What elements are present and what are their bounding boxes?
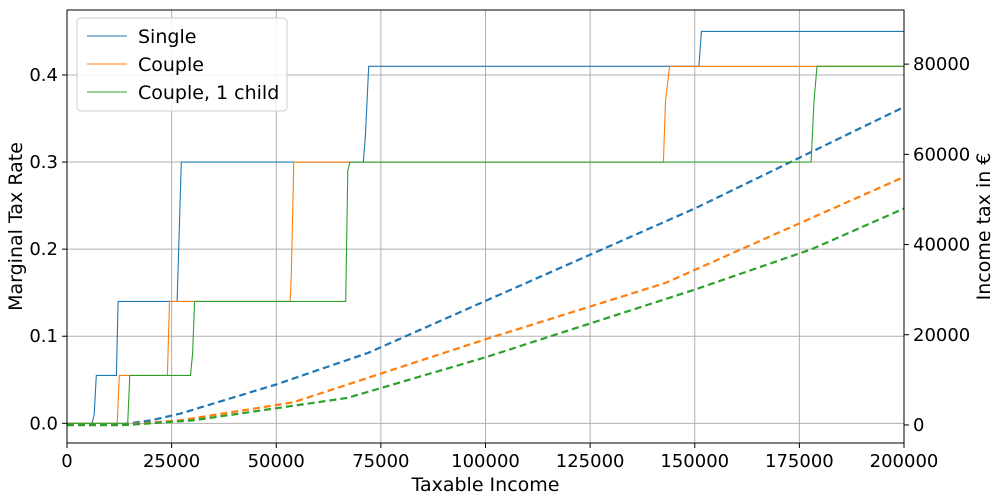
y-right-tick-label: 0 [913,415,924,436]
x-tick-label: 50000 [248,451,305,472]
marginal-rate-line-single [67,30,904,424]
y-left-tick-label: 0.3 [29,152,58,173]
legend-label: Couple [138,54,204,76]
y-right-tick-label: 80000 [913,54,970,75]
y-axis-right-label: Income tax in € [973,153,995,301]
marginal-rate-line-couple-1-child [67,65,904,424]
y-left-tick-label: 0.0 [29,413,58,434]
y-right-tick-label: 40000 [913,235,970,256]
legend-label: Single [138,26,196,48]
x-tick-label: 25000 [143,451,200,472]
y-right-tick-label: 60000 [913,144,970,165]
legend-box [76,17,288,112]
y-left-tick-label: 0.1 [29,326,58,347]
y-left-tick-label: 0.2 [29,239,58,260]
legend-label: Couple, 1 child [138,82,279,104]
y-right-tick-label: 20000 [913,325,970,346]
marginal-rate-line-couple [67,65,904,424]
x-tick-label: 75000 [352,451,409,472]
x-tick-label: 200000 [870,451,939,472]
x-tick-label: 125000 [556,451,625,472]
x-tick-label: 150000 [660,451,729,472]
series-lines [67,30,905,427]
x-tick-label: 0 [61,451,72,472]
y-axis-left-label: Marginal Tax Rate [5,142,27,311]
x-axis-label: Taxable Income [411,474,560,496]
legend: Single Couple Couple, 1 child [76,17,288,112]
x-tick-label: 175000 [765,451,834,472]
income-tax-line-couple-1-child [67,207,905,427]
y-left-tick-label: 0.4 [29,65,58,86]
axes: 0 25000 50000 75000 100000 125000 150000 175000… [29,54,970,472]
x-tick-label: 100000 [451,451,520,472]
